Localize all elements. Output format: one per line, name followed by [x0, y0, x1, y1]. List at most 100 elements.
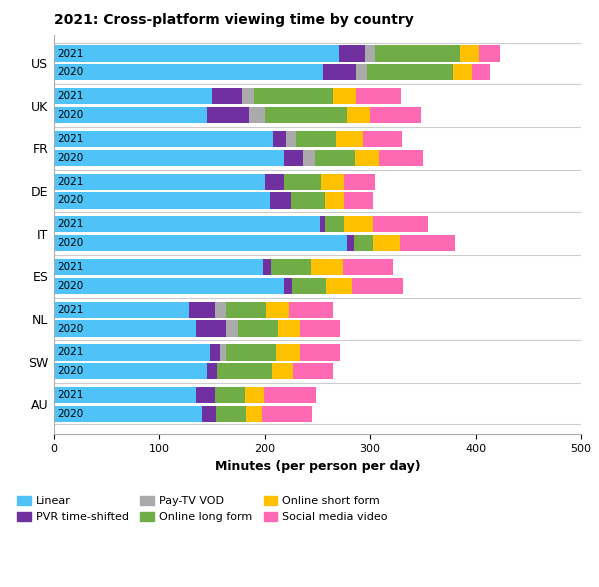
- Bar: [355, 235, 373, 251]
- Bar: [320, 174, 344, 190]
- Text: 2021: 2021: [57, 177, 83, 187]
- Bar: [241, 88, 254, 104]
- Bar: [54, 235, 347, 251]
- Bar: [215, 387, 245, 403]
- Bar: [337, 131, 363, 147]
- Bar: [54, 345, 210, 360]
- Bar: [262, 259, 271, 275]
- Bar: [212, 88, 241, 104]
- Bar: [54, 107, 207, 123]
- Bar: [291, 193, 325, 208]
- Bar: [189, 302, 215, 318]
- Bar: [284, 278, 292, 294]
- Bar: [302, 150, 315, 166]
- Bar: [344, 216, 373, 232]
- Bar: [217, 363, 272, 379]
- Bar: [400, 235, 455, 251]
- Bar: [325, 193, 344, 208]
- Text: 2020: 2020: [57, 195, 83, 205]
- Bar: [373, 235, 400, 251]
- Bar: [365, 45, 376, 62]
- Bar: [54, 216, 320, 232]
- Text: 2021: 2021: [57, 305, 83, 315]
- Bar: [347, 107, 370, 123]
- Bar: [220, 345, 226, 360]
- Bar: [265, 107, 347, 123]
- Bar: [54, 363, 207, 379]
- Bar: [54, 64, 323, 80]
- Bar: [289, 302, 333, 318]
- Bar: [453, 64, 473, 80]
- Bar: [284, 174, 320, 190]
- Bar: [265, 174, 284, 190]
- Bar: [276, 345, 300, 360]
- Bar: [226, 321, 238, 336]
- Bar: [325, 216, 344, 232]
- Bar: [196, 321, 226, 336]
- Bar: [54, 193, 270, 208]
- Bar: [207, 363, 217, 379]
- Bar: [347, 235, 355, 251]
- Bar: [323, 64, 356, 80]
- Bar: [333, 88, 356, 104]
- Bar: [479, 45, 500, 62]
- Bar: [356, 88, 401, 104]
- Text: 2021: 2021: [57, 390, 83, 400]
- Bar: [326, 278, 352, 294]
- Bar: [245, 387, 264, 403]
- Bar: [54, 131, 273, 147]
- Bar: [54, 259, 262, 275]
- Text: 2020: 2020: [57, 110, 83, 120]
- Bar: [238, 321, 279, 336]
- Bar: [300, 345, 340, 360]
- Bar: [271, 259, 311, 275]
- Text: 2021: 2021: [57, 348, 83, 357]
- Bar: [311, 259, 343, 275]
- Bar: [344, 193, 373, 208]
- X-axis label: Minutes (per person per day): Minutes (per person per day): [214, 460, 420, 473]
- Bar: [54, 321, 196, 336]
- Bar: [54, 88, 212, 104]
- Bar: [262, 406, 312, 422]
- Bar: [216, 406, 246, 422]
- Bar: [376, 45, 460, 62]
- Bar: [460, 45, 479, 62]
- Bar: [356, 64, 367, 80]
- Bar: [294, 363, 333, 379]
- Bar: [279, 321, 300, 336]
- Text: 2020: 2020: [57, 153, 83, 163]
- Bar: [246, 406, 262, 422]
- Bar: [54, 406, 201, 422]
- Bar: [210, 345, 220, 360]
- Bar: [355, 150, 379, 166]
- Bar: [284, 150, 302, 166]
- Bar: [473, 64, 491, 80]
- Text: 2021: 2021: [57, 220, 83, 230]
- Bar: [338, 45, 365, 62]
- Bar: [272, 363, 294, 379]
- Bar: [54, 387, 196, 403]
- Bar: [201, 406, 216, 422]
- Text: 2020: 2020: [57, 281, 83, 291]
- Text: 2020: 2020: [57, 238, 83, 248]
- Text: 2020: 2020: [57, 366, 83, 376]
- Bar: [226, 345, 276, 360]
- Bar: [370, 107, 420, 123]
- Bar: [343, 259, 394, 275]
- Bar: [54, 150, 284, 166]
- Bar: [297, 131, 337, 147]
- Text: 2020: 2020: [57, 409, 83, 419]
- Bar: [196, 387, 215, 403]
- Bar: [344, 174, 376, 190]
- Bar: [215, 302, 226, 318]
- Text: 2021: 2021: [57, 49, 83, 59]
- Bar: [352, 278, 403, 294]
- Bar: [363, 131, 402, 147]
- Bar: [320, 216, 325, 232]
- Bar: [54, 278, 284, 294]
- Bar: [300, 321, 340, 336]
- Bar: [273, 131, 286, 147]
- Text: 2020: 2020: [57, 323, 83, 333]
- Bar: [254, 88, 333, 104]
- Text: 2020: 2020: [57, 68, 83, 77]
